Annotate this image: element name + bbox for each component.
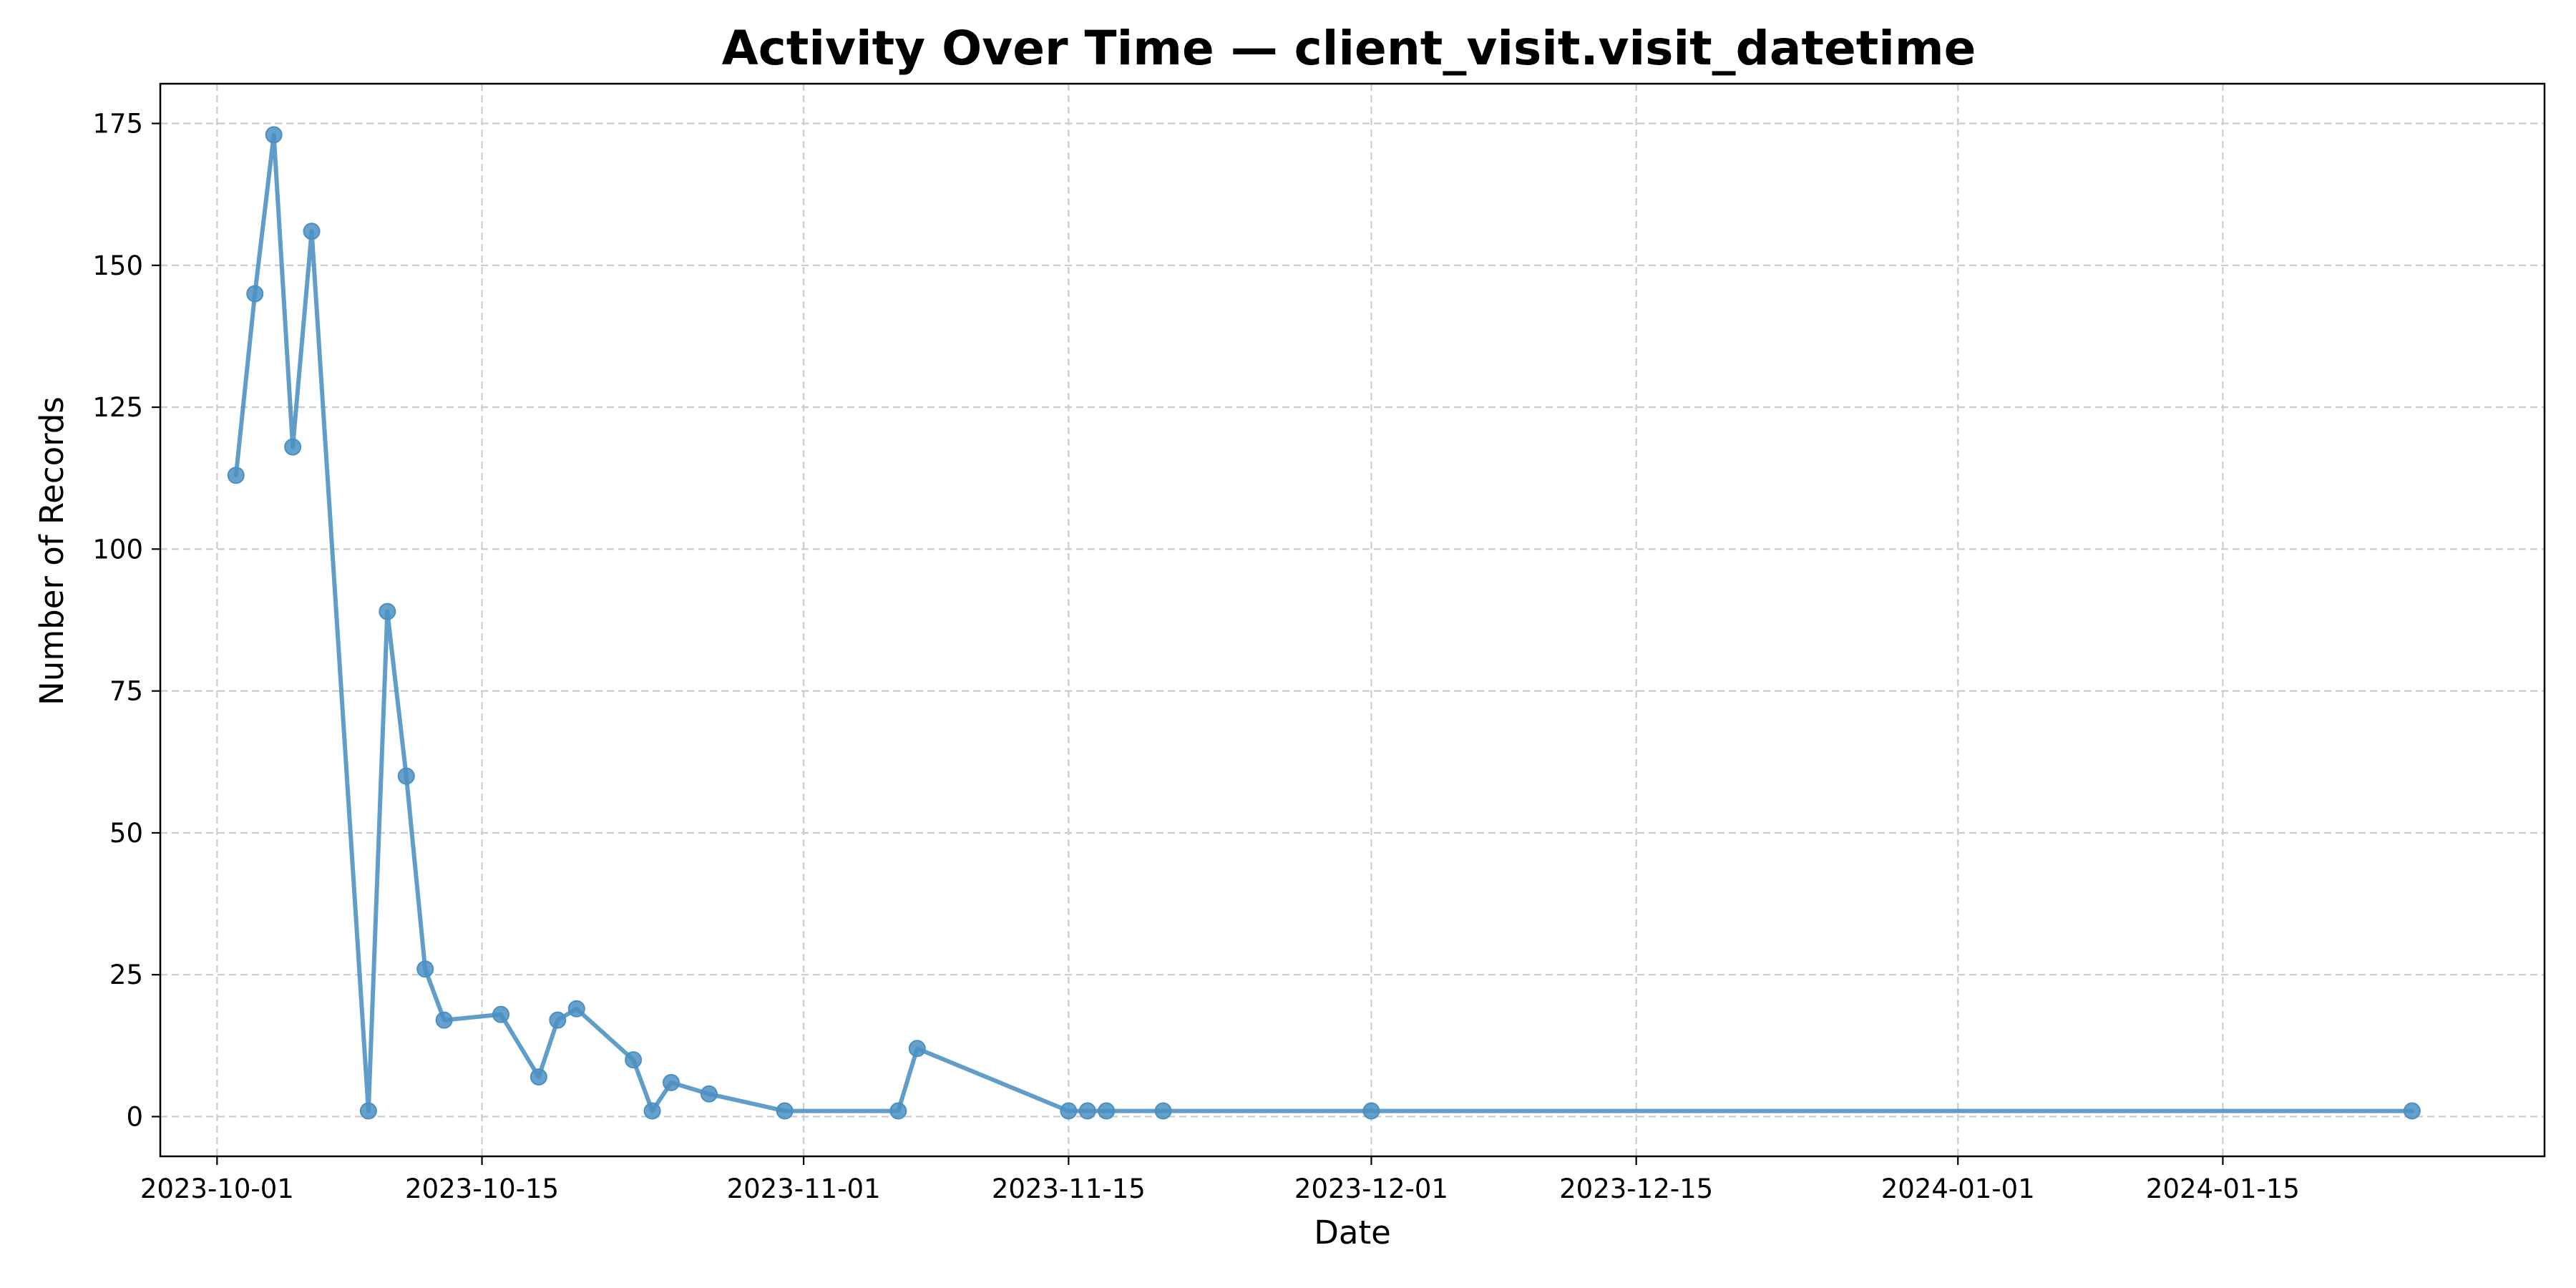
x-tick-label: 2023-11-15 <box>992 1174 1146 1204</box>
chart-title: Activity Over Time — client_visit.visit_… <box>722 21 1976 76</box>
y-tick-label: 100 <box>92 534 143 565</box>
x-tick-label: 2023-12-01 <box>1294 1174 1448 1204</box>
data-point <box>700 1085 718 1103</box>
data-point <box>492 1005 509 1023</box>
x-tick-label: 2023-10-01 <box>140 1174 294 1204</box>
data-point <box>908 1040 926 1058</box>
y-tick-label: 175 <box>92 109 143 140</box>
data-point <box>416 960 434 978</box>
data-point <box>549 1011 567 1029</box>
axis-ticks: 2023-10-01 2023-10-15 2023-11-01 2023-11-15… <box>92 109 2300 1204</box>
y-tick-label: 50 <box>109 818 143 849</box>
y-tick-label: 25 <box>109 960 143 990</box>
plot-frame <box>159 82 2546 1158</box>
data-point <box>567 1000 585 1018</box>
grid-lines <box>160 84 2545 1156</box>
data-point <box>643 1102 661 1120</box>
data-point <box>625 1051 643 1069</box>
data-point <box>284 438 302 456</box>
y-tick-label: 0 <box>126 1101 143 1132</box>
y-tick-label: 125 <box>92 392 143 423</box>
x-axis-label: Date <box>1314 1214 1391 1252</box>
y-tick-label: 150 <box>92 250 143 281</box>
data-point <box>889 1102 907 1120</box>
data-point <box>227 467 245 484</box>
x-tick-label: 2023-10-15 <box>405 1174 559 1204</box>
series-layer <box>227 126 2421 1120</box>
data-point <box>303 223 321 240</box>
data-point <box>265 126 283 144</box>
data-point <box>1154 1102 1172 1120</box>
data-point <box>359 1102 377 1120</box>
y-tick-label: 75 <box>109 676 143 707</box>
data-point <box>1078 1102 1096 1120</box>
data-point <box>1362 1102 1380 1120</box>
data-point <box>246 285 264 303</box>
data-point <box>2403 1102 2421 1120</box>
data-point <box>1098 1102 1116 1120</box>
x-tick-label: 2023-12-15 <box>1559 1174 1713 1204</box>
data-point <box>776 1102 794 1120</box>
data-point <box>663 1073 680 1091</box>
data-point <box>379 602 396 620</box>
x-tick-label: 2023-11-01 <box>727 1174 881 1204</box>
data-point <box>435 1011 453 1029</box>
data-point <box>530 1068 547 1085</box>
x-tick-label: 2024-01-01 <box>1881 1174 2035 1204</box>
x-tick-label: 2024-01-15 <box>2146 1174 2300 1204</box>
data-point <box>1060 1102 1078 1120</box>
y-axis-label: Number of Records <box>33 396 71 706</box>
data-point <box>397 767 415 785</box>
